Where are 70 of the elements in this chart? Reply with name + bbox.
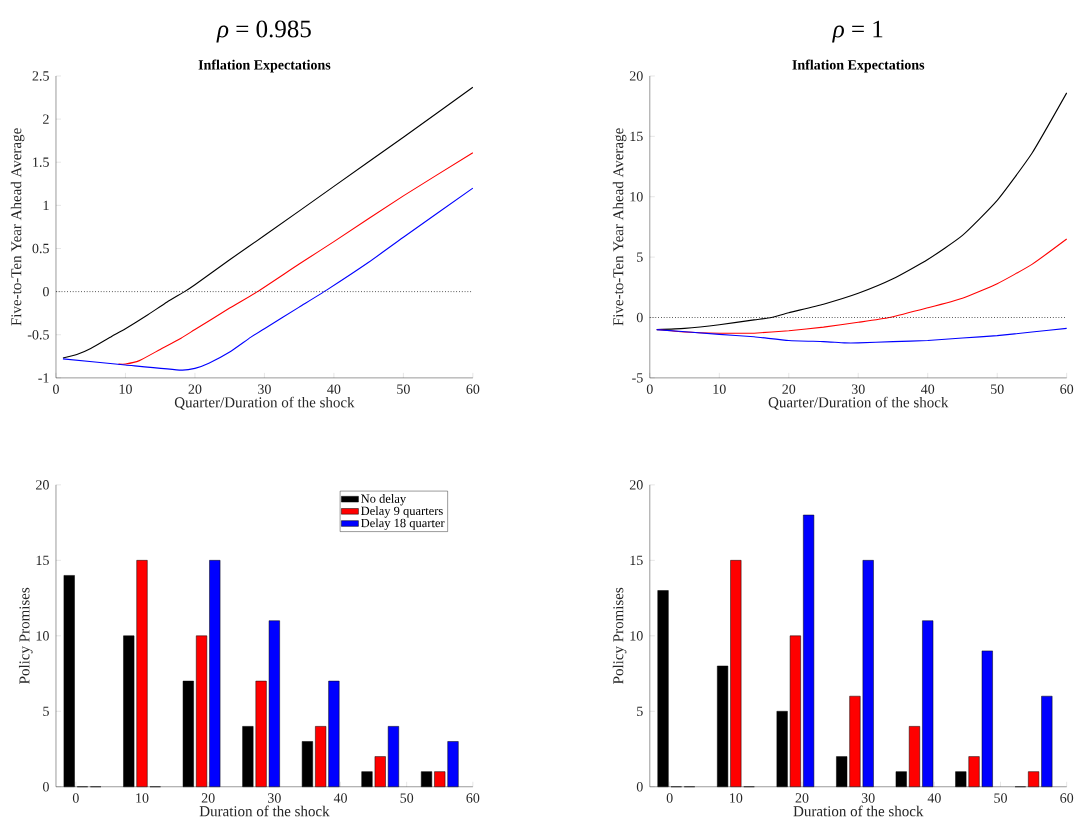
y-tick-label: 20 xyxy=(629,71,643,81)
x-tick-label: 0 xyxy=(53,384,59,394)
x-tick-label: 10 xyxy=(119,384,132,394)
x-tick-label: 50 xyxy=(400,793,414,803)
line-series xyxy=(656,327,1068,344)
y-tick-label: 2 xyxy=(43,114,49,124)
x-tick-label: 30 xyxy=(268,793,281,803)
y-tick-label: -5 xyxy=(632,373,643,383)
y-tick-label: 20 xyxy=(629,480,643,490)
y-axis-title: Policy Promises xyxy=(18,587,33,685)
x-tick-label: 0 xyxy=(666,793,673,803)
y-tick-label: 1 xyxy=(43,200,49,211)
y-tick-label: 5 xyxy=(637,252,643,262)
x-tick-label: 60 xyxy=(1060,793,1074,803)
y-tick-label: 15 xyxy=(630,131,643,142)
x-axis-title: Duration of the shock xyxy=(793,805,924,817)
y-tick-label: 10 xyxy=(630,631,643,641)
x-tick-label: 60 xyxy=(466,793,480,803)
y-tick-label: 15 xyxy=(630,555,643,566)
x-axis-title: Quarter/Duration of the shock xyxy=(768,396,949,410)
y-tick-label: 0 xyxy=(636,782,643,792)
x-tick-label: 10 xyxy=(713,384,726,394)
chart-title: ρ = 0.985 xyxy=(216,20,311,43)
x-tick-label: 20 xyxy=(188,384,202,394)
x-tick-label: 40 xyxy=(327,384,341,394)
y-tick-label: -1 xyxy=(38,373,49,383)
y-tick-label: 0.5 xyxy=(32,243,49,254)
x-tick-label: 0 xyxy=(646,384,653,394)
x-tick-label: 50 xyxy=(994,793,1007,803)
y-tick-label: 5 xyxy=(637,706,643,717)
chart-subtitle: Inflation Expectations xyxy=(792,59,925,73)
x-tick-label: 20 xyxy=(795,793,809,803)
x-axis-title: Quarter/Duration of the shock xyxy=(174,396,355,410)
y-axis-title: Five-to-Ten Year Ahead Average xyxy=(10,128,25,326)
x-tick-label: 60 xyxy=(466,384,480,394)
y-tick-label: -0.5 xyxy=(27,330,49,340)
x-tick-label: 50 xyxy=(991,384,1004,394)
x-tick-label: 20 xyxy=(201,793,215,803)
x-tick-label: 30 xyxy=(258,384,271,394)
x-tick-label: 40 xyxy=(333,793,347,803)
y-tick-label: 2.5 xyxy=(32,71,49,81)
y-tick-label: 0 xyxy=(42,782,49,792)
y-axis-title: Five-to-Ten Year Ahead Average xyxy=(612,128,627,326)
y-tick-label: 0 xyxy=(42,287,49,297)
x-tick-label: 30 xyxy=(861,793,875,803)
x-axis-title: Duration of the shock xyxy=(199,805,330,817)
y-tick-label: 5 xyxy=(43,706,49,717)
x-tick-label: 10 xyxy=(136,793,149,803)
x-tick-label: 60 xyxy=(1060,384,1074,394)
x-tick-label: 40 xyxy=(927,793,941,803)
y-tick-label: 20 xyxy=(36,480,49,490)
x-tick-label: 30 xyxy=(851,384,865,394)
legend-label: No delay xyxy=(361,494,407,506)
x-tick-label: 10 xyxy=(730,793,743,803)
chart-title: ρ = 1 xyxy=(832,20,883,43)
x-tick-label: 40 xyxy=(921,384,935,394)
y-tick-label: 15 xyxy=(36,555,49,566)
x-tick-label: 20 xyxy=(782,384,796,394)
line-series xyxy=(62,187,474,371)
x-tick-label: 50 xyxy=(397,384,410,394)
legend-label: Delay 18 quarter xyxy=(361,518,445,530)
line-series xyxy=(117,152,474,365)
legend-label: Delay 9 quarters xyxy=(361,506,443,518)
y-tick-label: 10 xyxy=(630,192,643,202)
chart-subtitle: Inflation Expectations xyxy=(198,59,331,73)
y-tick-label: 0 xyxy=(636,312,643,323)
y-tick-label: 1.5 xyxy=(33,157,49,168)
x-tick-label: 0 xyxy=(72,793,79,803)
y-tick-label: 10 xyxy=(36,631,49,641)
y-axis-title: Policy Promises xyxy=(612,587,627,685)
